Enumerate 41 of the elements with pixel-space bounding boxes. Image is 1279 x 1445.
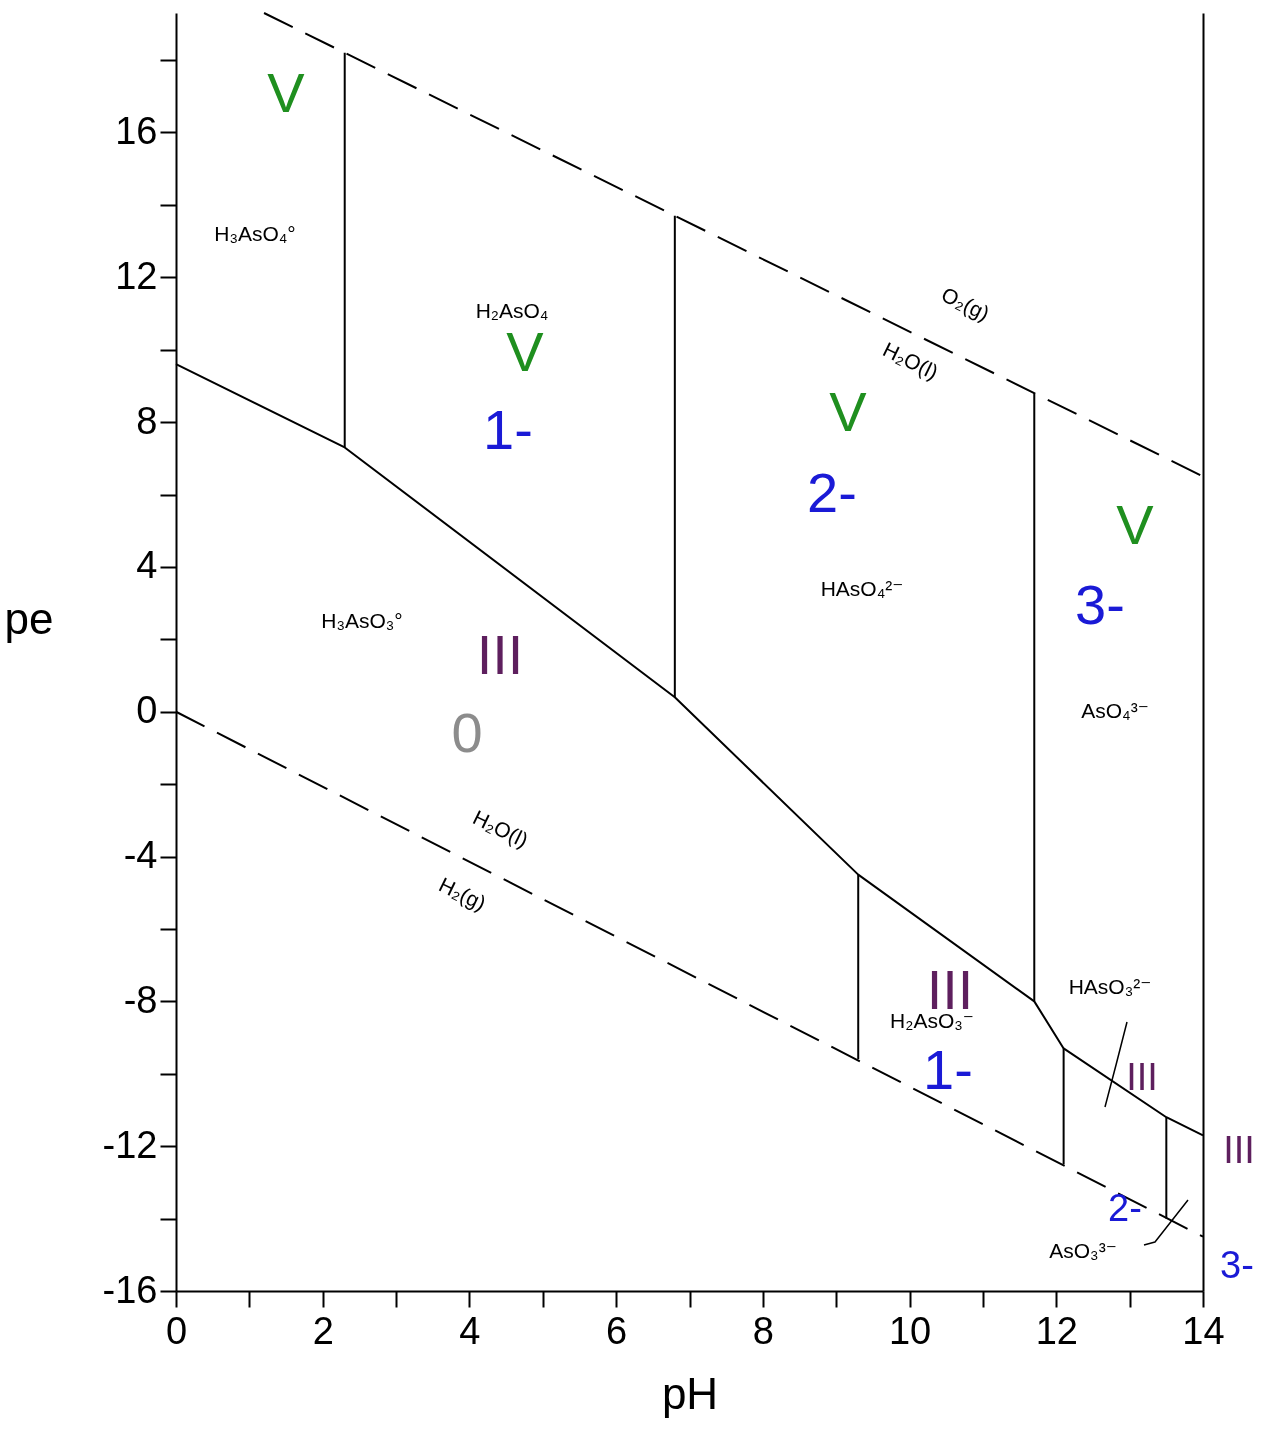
x-tick-label: 12 xyxy=(1035,1309,1078,1352)
y-tick-label: 4 xyxy=(136,544,158,587)
text: III xyxy=(1223,1129,1255,1171)
annotation: H₃AsO₄° xyxy=(214,222,296,245)
annotation: HAsO₄²⁻ xyxy=(820,577,904,600)
annotation: AsO₃³⁻ xyxy=(1049,1239,1117,1262)
annotation: 3- xyxy=(1075,573,1125,636)
y-tick-label: 12 xyxy=(115,254,158,297)
y-tick-label: 8 xyxy=(136,399,158,442)
y-tick-label: -4 xyxy=(123,834,158,877)
annotation: 2- xyxy=(807,461,857,524)
annotation: V xyxy=(1116,493,1155,556)
annotation: 1- xyxy=(483,398,533,461)
annotation: III xyxy=(1126,1056,1158,1098)
y-tick-label: 0 xyxy=(136,689,158,732)
x-tick-label: 0 xyxy=(165,1309,188,1352)
x-tick-label: 2 xyxy=(312,1309,334,1352)
annotation: 1- xyxy=(923,1038,973,1101)
annotation: H₂AsO₄ xyxy=(475,299,549,322)
x-tick-label: 6 xyxy=(606,1309,628,1352)
x-tick-label: 14 xyxy=(1182,1309,1225,1352)
y-tick-label: -8 xyxy=(123,978,158,1021)
y-tick-label: -16 xyxy=(102,1268,158,1311)
annotation: O₂(g) xyxy=(938,282,994,325)
x-tick-label: 10 xyxy=(888,1309,932,1352)
x-axis-title: pH xyxy=(661,1368,719,1418)
annotation: V xyxy=(506,320,545,383)
annotation: V xyxy=(267,61,306,124)
annotation: H₃AsO₃° xyxy=(321,609,403,632)
y-axis-title: pe xyxy=(4,593,54,643)
annotation: 2- xyxy=(1108,1187,1142,1229)
x-tick-label: 8 xyxy=(752,1309,774,1352)
annotation: V xyxy=(829,380,868,443)
annotation: HAsO₃²⁻ xyxy=(1068,975,1152,998)
annotation: AsO₄³⁻ xyxy=(1081,699,1149,722)
text: 3- xyxy=(1220,1244,1254,1286)
y-tick-label: -12 xyxy=(102,1123,158,1166)
x-tick-label: 4 xyxy=(459,1309,481,1352)
y-tick-label: 16 xyxy=(115,109,158,152)
annotation: 0 xyxy=(451,701,483,764)
annotation: III xyxy=(476,623,524,686)
